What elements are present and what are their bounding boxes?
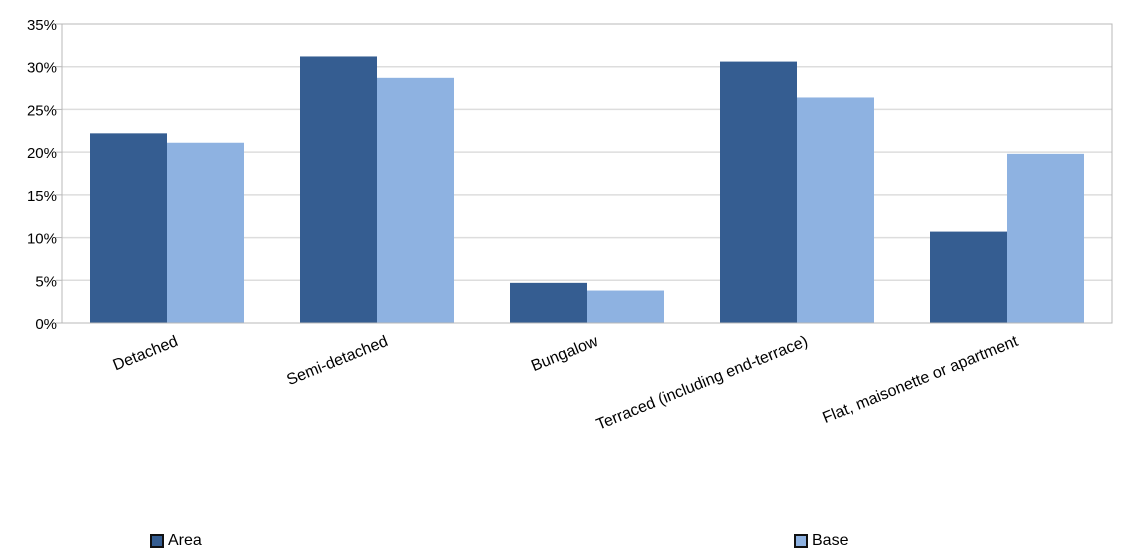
bar-area [90, 133, 167, 323]
y-tick-label: 0% [35, 316, 57, 333]
legend-swatch-base [794, 534, 808, 548]
bar-base [587, 290, 664, 323]
x-category-label: Bungalow [529, 333, 601, 375]
y-tick-label: 25% [27, 102, 57, 119]
y-tick-label: 10% [27, 231, 57, 248]
plot-border [61, 23, 1113, 324]
legend-item-area: Area [150, 532, 202, 550]
bar-area [510, 282, 587, 323]
bar-base [1007, 153, 1084, 323]
bar-chart: 0% 5% 10% 15% 20% 25% 30% 35% Detached Semi-deta… [27, 17, 1113, 434]
legend-label-base: Base [812, 532, 849, 549]
y-axis: 0% 5% 10% 15% 20% 25% 30% 35% [27, 17, 62, 333]
y-tick-label: 15% [27, 188, 57, 205]
bar-area [930, 231, 1007, 323]
y-tick-label: 35% [27, 17, 57, 34]
x-category-label: Flat, maisonette or apartment [820, 333, 1021, 427]
legend-swatch-area [150, 534, 164, 548]
bar-base [377, 77, 454, 323]
bars [90, 56, 1084, 324]
legend-label-area: Area [168, 532, 202, 549]
y-tick-label: 30% [27, 60, 57, 77]
x-category-label: Terraced (including end-terrace) [594, 333, 811, 434]
y-tick-label: 5% [35, 273, 57, 290]
bar-base [167, 142, 244, 323]
bar-area [720, 61, 797, 324]
x-category-label: Semi-detached [284, 333, 390, 389]
x-category-label: Detached [111, 333, 181, 374]
y-tick-label: 20% [27, 145, 57, 162]
legend-item-base: Base [794, 532, 848, 550]
plot-frame [61, 23, 1113, 324]
bar-area [300, 56, 377, 323]
bar-base [797, 97, 874, 324]
